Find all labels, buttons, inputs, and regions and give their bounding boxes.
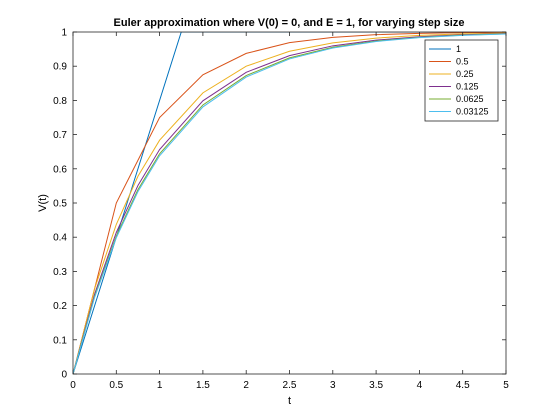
- x-tick-label: 2.5: [283, 380, 297, 391]
- series-line-1: [73, 32, 506, 374]
- x-tick-label: 4.5: [456, 380, 470, 391]
- y-tick-label: 0.6: [53, 164, 67, 175]
- y-tick-label: 0.8: [53, 96, 67, 107]
- legend-label: 0.125: [456, 82, 479, 92]
- y-tick-label: 0.5: [53, 199, 67, 210]
- x-tick-label: 0: [70, 380, 76, 391]
- x-axis-label: t: [288, 395, 291, 407]
- y-tick-label: 0.2: [53, 301, 67, 312]
- legend-label: 0.0625: [456, 94, 484, 104]
- x-tick-label: 1.5: [196, 380, 210, 391]
- series-layer: [73, 32, 506, 374]
- x-tick-label: 5: [503, 380, 509, 391]
- legend-label: 1: [456, 44, 461, 54]
- x-tick-label: 1: [157, 380, 163, 391]
- x-tick-label: 0.5: [109, 380, 123, 391]
- y-axis-label: V(t): [37, 194, 49, 212]
- y-tick-label: 0: [61, 370, 67, 381]
- series-line-5: [73, 33, 506, 374]
- y-tick-label: 1: [61, 28, 67, 39]
- legend-box: [424, 39, 499, 122]
- legend-label: 0.25: [456, 69, 474, 79]
- y-tick-label: 0.3: [53, 267, 67, 278]
- y-axis-ticks: 0 0.1 0.2 0.3 0.4 0.5 0.6 0.7 0.8 0.9 1: [53, 28, 506, 381]
- chart-title: Euler approximation where V(0) = 0, and …: [114, 17, 465, 29]
- x-tick-label: 2: [243, 380, 249, 391]
- series-line-3: [73, 33, 506, 374]
- x-tick-label: 3: [330, 380, 336, 391]
- y-tick-label: 0.1: [53, 335, 67, 346]
- legend-label: 0.03125: [456, 107, 489, 117]
- y-tick-label: 0.9: [53, 62, 67, 73]
- x-tick-label: 3.5: [369, 380, 383, 391]
- y-tick-label: 0.7: [53, 130, 67, 141]
- y-tick-label: 0.4: [53, 233, 67, 244]
- x-tick-label: 4: [417, 380, 423, 391]
- legend-label: 0.5: [456, 57, 469, 67]
- series-line-0: [73, 32, 506, 374]
- x-axis-ticks: 0 0.5 1 1.5 2 2.5 3 3.5 4 4.5 5: [70, 32, 509, 391]
- legend: 1 0.5 0.25 0.125 0.0625 0.03125: [424, 39, 499, 122]
